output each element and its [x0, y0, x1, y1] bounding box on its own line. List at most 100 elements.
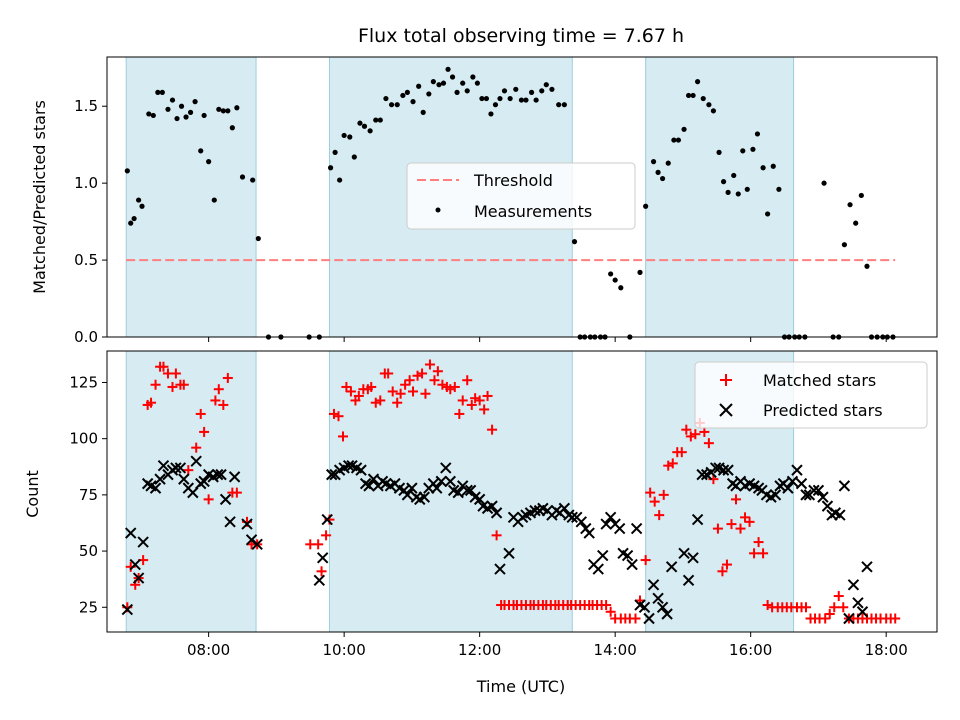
matched-star-point [640, 555, 651, 566]
measurement-point [523, 97, 529, 103]
matched-star-point [195, 408, 206, 419]
matched-star-point [150, 379, 161, 390]
matched-star-point [345, 386, 356, 397]
bottom-x-ticks: 08:00 10:00 12:00 14:00 16:00 18:00 [187, 632, 908, 659]
matched-star-point [404, 375, 415, 386]
predicted-star-point [834, 509, 846, 521]
matched-star-point [676, 447, 687, 458]
shaded-interval [126, 57, 257, 337]
predicted-star-point [490, 507, 503, 519]
predicted-star-point [687, 552, 699, 564]
predicted-star-point [861, 561, 873, 573]
measurement-point [706, 102, 712, 108]
matched-star-point [474, 395, 485, 406]
measurement-point [650, 159, 657, 165]
bottom-legend: Matched stars Predicted stars [694, 361, 928, 429]
measurement-point [735, 191, 741, 197]
top-x-ticks [208, 337, 887, 342]
y-tick-label: 75 [79, 486, 98, 504]
predicted-star-point [363, 480, 375, 492]
measurement-point [507, 95, 513, 102]
matched-star-point [457, 395, 468, 406]
measurements-points [124, 66, 896, 340]
matched-star-point [466, 399, 477, 410]
matched-star-point [203, 494, 214, 505]
measurement-point [731, 172, 737, 179]
measurement-point [367, 128, 373, 134]
measurement-point [750, 146, 756, 152]
threshold-legend-label: Threshold [473, 171, 553, 190]
predicted-star-point [241, 518, 253, 530]
measurement-point [776, 186, 782, 192]
predicted-star-point [464, 484, 477, 497]
predicted-star-point [852, 597, 864, 609]
predicted-star-point [800, 489, 812, 501]
predicted-star-point [452, 486, 464, 499]
measurement-point [146, 111, 152, 117]
measurement-point [754, 131, 761, 137]
measurement-point [853, 220, 859, 226]
predicted-star-point [219, 493, 232, 506]
predicted-star-point [843, 612, 855, 625]
y-tick-label: 125 [69, 373, 98, 391]
top-legend-box [406, 162, 636, 230]
measurement-point [440, 80, 447, 86]
matched-star-point [338, 431, 349, 442]
measurement-point [216, 106, 222, 112]
predicted-star-point [149, 482, 162, 494]
y-tick-label: 25 [79, 598, 98, 616]
measurement-point [488, 111, 494, 117]
predicted-star-point [812, 484, 825, 497]
measurement-point [234, 105, 240, 111]
measurement-point [327, 165, 334, 171]
matched-star-point [890, 613, 901, 624]
matched-star-point [424, 359, 435, 370]
measurement-point [229, 125, 235, 131]
measurements-legend-marker [435, 207, 441, 213]
measurement-point [383, 95, 389, 102]
measurement-point [192, 99, 198, 105]
matched-star-point [231, 487, 242, 498]
measurement-point [561, 102, 567, 108]
matched-star-point [178, 379, 189, 390]
measurement-point [497, 95, 503, 102]
measurement-point [420, 109, 426, 115]
x-tick-label: 18:00 [865, 641, 908, 659]
measurement-point [760, 165, 766, 171]
predicted-star-point [198, 475, 210, 488]
measurement-point [445, 66, 451, 72]
matched-star-point [167, 381, 178, 392]
measurement-point [341, 132, 347, 139]
axes-frame [106, 350, 938, 633]
measurement-point [351, 154, 357, 160]
measurement-point [211, 197, 217, 203]
measurement-point [410, 99, 416, 105]
bottom-legend-box [694, 361, 928, 429]
measurement-point [858, 192, 864, 199]
y-tick-label: 0.0 [74, 328, 98, 346]
measurement-point [206, 159, 212, 165]
bottom-y-axis-label: Count [23, 470, 42, 518]
top-chart-title: Flux total observing time = 7.67 h [358, 25, 684, 47]
matched-star-point [387, 386, 398, 397]
measurement-point [337, 177, 343, 183]
matched-star-point [218, 399, 229, 410]
matched-star-point [838, 602, 849, 613]
predicted-star-point [125, 527, 137, 539]
bottom-y-ticks: 25 50 75 100 125 [69, 373, 107, 616]
matched-star-point [183, 465, 194, 476]
predicted-star-point [215, 468, 227, 481]
predicted-star-point [178, 473, 190, 485]
predicted-star-point [367, 473, 380, 485]
measurement-point [332, 149, 338, 155]
y-tick-label: 1.5 [74, 97, 98, 115]
predicted-star-point [665, 561, 678, 573]
matched-star-point [479, 404, 490, 415]
measurement-point [400, 92, 406, 99]
measurement-point [675, 137, 682, 143]
matched-star-point [749, 548, 760, 559]
predicted-star-point [228, 471, 241, 483]
measurement-point [685, 92, 692, 99]
matched-star-point [146, 397, 157, 408]
measurement-point [700, 95, 706, 102]
